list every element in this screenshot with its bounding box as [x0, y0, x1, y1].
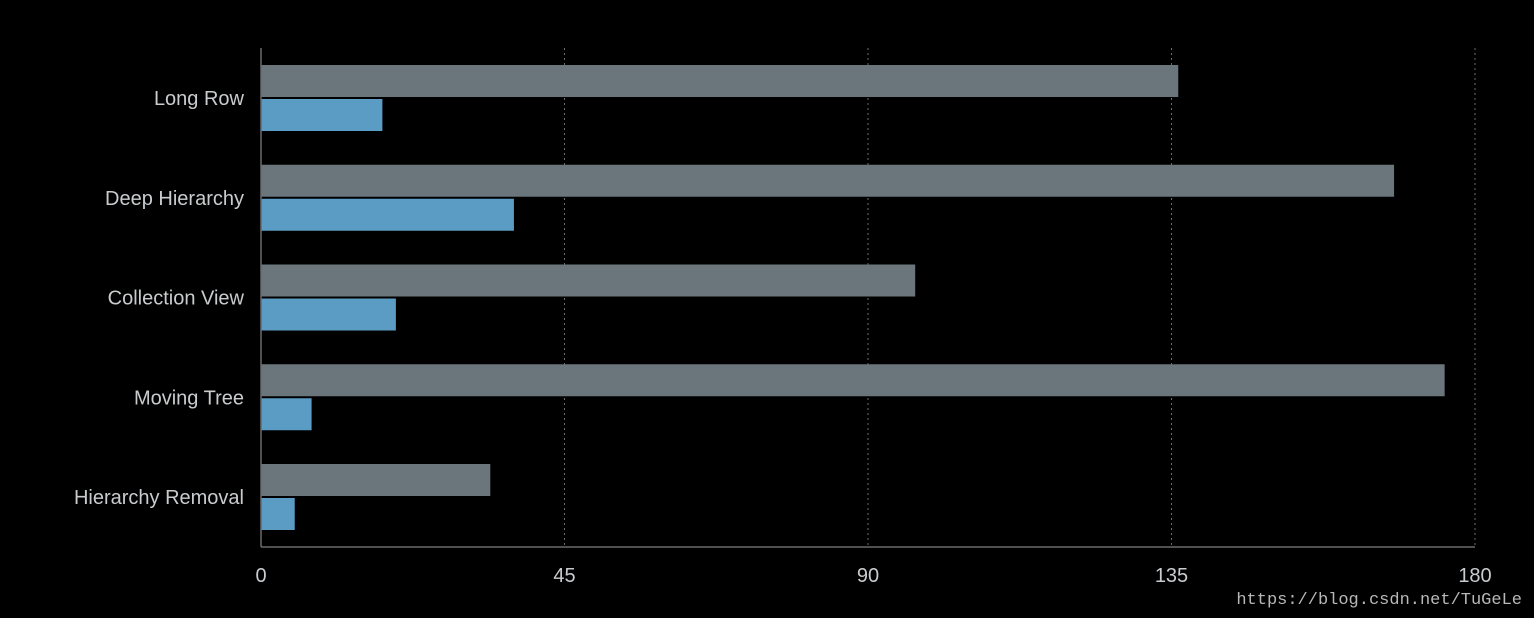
bar-2 [261, 198, 514, 231]
watermark-text: https://blog.csdn.net/TuGeLe [1236, 591, 1522, 610]
bar-2 [261, 298, 396, 331]
bar-1 [261, 164, 1395, 197]
axes [260, 48, 1475, 548]
grid-lines [564, 48, 1476, 547]
x-tick-label: 45 [553, 565, 575, 587]
category-label: Hierarchy Removal [74, 487, 244, 509]
category-labels: Long Row Deep Hierarchy Collection View Mov… [74, 88, 245, 509]
category-label: Moving Tree [134, 387, 244, 409]
bar-1 [261, 364, 1445, 397]
x-tick-label: 90 [857, 565, 879, 587]
tick-labels: 0 45 90 135 180 [255, 565, 1491, 587]
bar-2 [261, 398, 312, 431]
x-tick-label: 135 [1155, 565, 1188, 587]
x-tick-label: 180 [1458, 565, 1491, 587]
category-label: Collection View [108, 288, 245, 310]
bar-1 [261, 264, 916, 297]
bar-2 [261, 498, 295, 530]
category-label: Long Row [154, 88, 245, 110]
bars [261, 65, 1445, 530]
category-label: Deep Hierarchy [105, 188, 244, 210]
bar-2 [261, 99, 383, 131]
bar-1 [261, 65, 1179, 97]
bar-1 [261, 464, 491, 496]
x-tick-label: 0 [255, 565, 266, 587]
